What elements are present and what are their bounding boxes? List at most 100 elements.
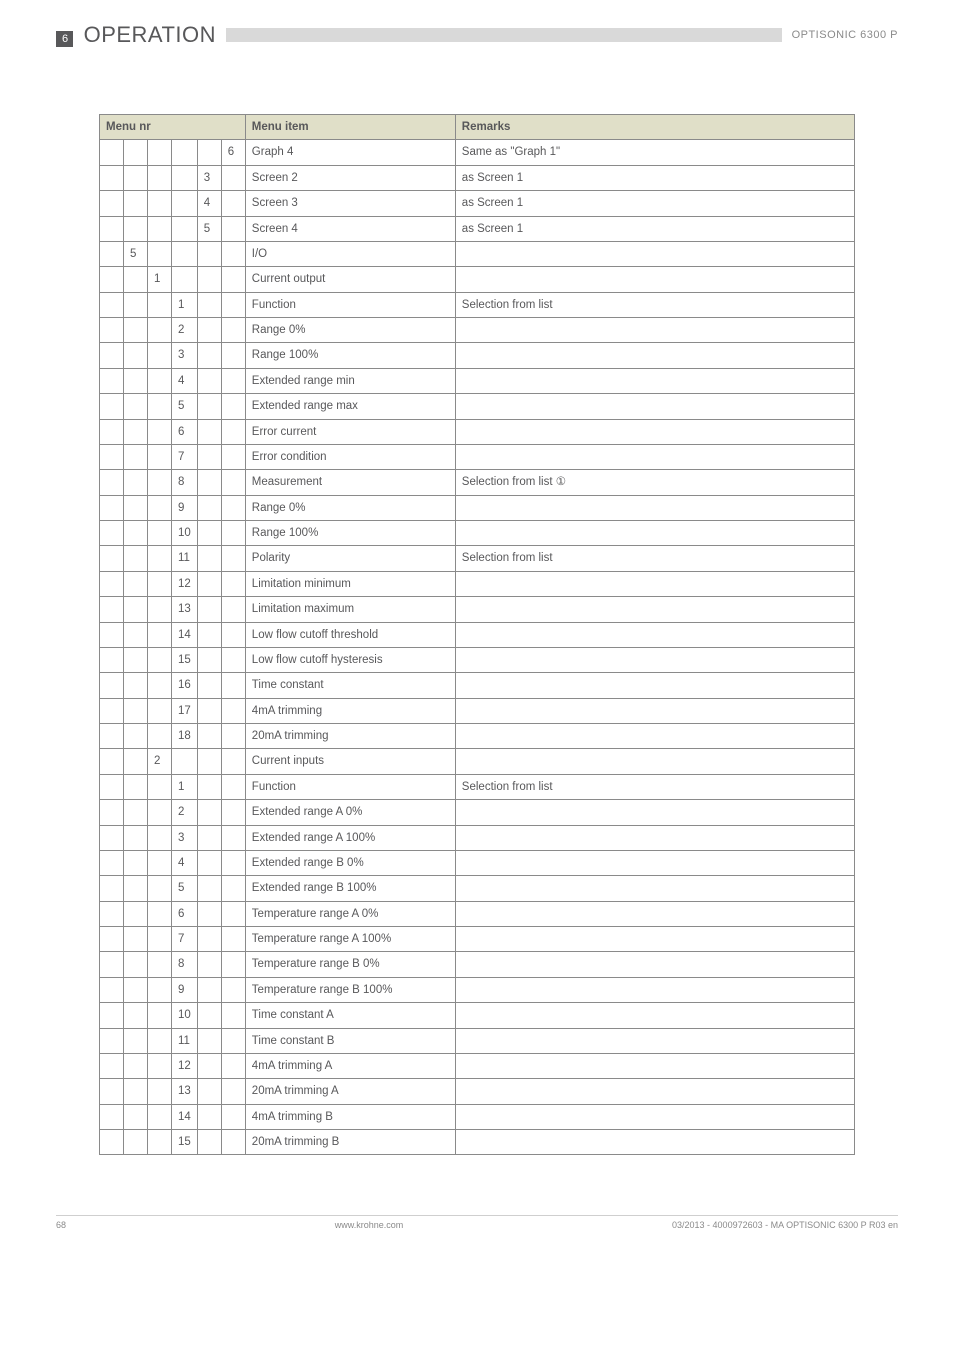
menu-nr-cell xyxy=(100,394,124,419)
menu-nr-cell xyxy=(148,470,172,495)
menu-nr-cell xyxy=(221,546,245,571)
table-row: 12Limitation minimum xyxy=(100,571,855,596)
remarks-cell xyxy=(455,1028,854,1053)
menu-nr-cell: 4 xyxy=(172,368,198,393)
menu-nr-cell xyxy=(197,292,221,317)
menu-nr-cell xyxy=(124,470,148,495)
col-menu-nr: Menu nr xyxy=(100,115,246,140)
menu-nr-cell: 1 xyxy=(172,292,198,317)
menu-item-cell: Current inputs xyxy=(245,749,455,774)
menu-nr-cell xyxy=(221,470,245,495)
menu-nr-cell xyxy=(124,850,148,875)
menu-nr-cell xyxy=(124,647,148,672)
menu-nr-cell xyxy=(221,724,245,749)
menu-nr-cell xyxy=(124,1053,148,1078)
menu-nr-cell: 7 xyxy=(172,927,198,952)
menu-nr-cell xyxy=(197,927,221,952)
menu-nr-cell xyxy=(221,216,245,241)
menu-nr-cell xyxy=(148,952,172,977)
table-row: 1FunctionSelection from list xyxy=(100,292,855,317)
menu-table: Menu nr Menu item Remarks 6Graph 4Same a… xyxy=(99,114,855,1155)
menu-nr-cell xyxy=(221,952,245,977)
menu-nr-cell xyxy=(100,1053,124,1078)
menu-nr-cell xyxy=(100,165,124,190)
menu-nr-cell xyxy=(100,901,124,926)
menu-nr-cell: 17 xyxy=(172,698,198,723)
menu-nr-cell xyxy=(148,774,172,799)
menu-nr-cell: 6 xyxy=(221,140,245,165)
menu-nr-cell xyxy=(100,470,124,495)
menu-nr-cell: 9 xyxy=(172,495,198,520)
menu-nr-cell xyxy=(124,1003,148,1028)
menu-nr-cell xyxy=(221,318,245,343)
remarks-cell: Selection from list xyxy=(455,546,854,571)
remarks-cell xyxy=(455,749,854,774)
menu-nr-cell xyxy=(221,343,245,368)
menu-nr-cell xyxy=(148,698,172,723)
menu-item-cell: Current output xyxy=(245,267,455,292)
table-row: 14Low flow cutoff threshold xyxy=(100,622,855,647)
menu-item-cell: Temperature range A 0% xyxy=(245,901,455,926)
menu-nr-cell xyxy=(148,571,172,596)
menu-nr-cell xyxy=(100,318,124,343)
menu-nr-cell: 5 xyxy=(197,216,221,241)
menu-nr-cell: 3 xyxy=(172,343,198,368)
menu-item-cell: Measurement xyxy=(245,470,455,495)
table-row: 2Current inputs xyxy=(100,749,855,774)
menu-nr-cell xyxy=(100,1130,124,1155)
menu-nr-cell xyxy=(100,521,124,546)
menu-nr-cell xyxy=(100,216,124,241)
table-row: 1Current output xyxy=(100,267,855,292)
table-row: 1820mA trimming xyxy=(100,724,855,749)
table-row: 174mA trimming xyxy=(100,698,855,723)
remarks-cell xyxy=(455,977,854,1002)
table-row: 1520mA trimming B xyxy=(100,1130,855,1155)
table-row: 144mA trimming B xyxy=(100,1104,855,1129)
menu-nr-cell xyxy=(221,191,245,216)
table-row: 2Range 0% xyxy=(100,318,855,343)
menu-nr-cell xyxy=(124,521,148,546)
menu-nr-cell xyxy=(100,1003,124,1028)
menu-nr-cell: 10 xyxy=(172,1003,198,1028)
menu-nr-cell xyxy=(197,368,221,393)
remarks-cell xyxy=(455,571,854,596)
menu-item-cell: Time constant xyxy=(245,673,455,698)
menu-nr-cell xyxy=(124,724,148,749)
menu-nr-cell: 11 xyxy=(172,1028,198,1053)
menu-nr-cell xyxy=(124,191,148,216)
menu-nr-cell xyxy=(221,749,245,774)
menu-nr-cell xyxy=(148,1028,172,1053)
menu-nr-cell xyxy=(221,267,245,292)
menu-nr-cell xyxy=(172,241,198,266)
menu-item-cell: Extended range A 100% xyxy=(245,825,455,850)
table-row: 3Range 100% xyxy=(100,343,855,368)
table-row: 8MeasurementSelection from list ① xyxy=(100,470,855,495)
menu-nr-cell xyxy=(197,343,221,368)
menu-nr-cell xyxy=(148,546,172,571)
menu-nr-cell xyxy=(148,419,172,444)
menu-nr-cell xyxy=(172,165,198,190)
menu-nr-cell xyxy=(124,1130,148,1155)
table-row: 13Limitation maximum xyxy=(100,597,855,622)
menu-nr-cell: 11 xyxy=(172,546,198,571)
menu-nr-cell xyxy=(221,622,245,647)
menu-nr-cell xyxy=(221,597,245,622)
menu-nr-cell xyxy=(124,876,148,901)
menu-item-cell: Extended range min xyxy=(245,368,455,393)
remarks-cell: as Screen 1 xyxy=(455,216,854,241)
menu-nr-cell xyxy=(124,597,148,622)
remarks-cell xyxy=(455,495,854,520)
menu-nr-cell: 4 xyxy=(197,191,221,216)
menu-nr-cell: 8 xyxy=(172,952,198,977)
remarks-cell xyxy=(455,698,854,723)
menu-nr-cell xyxy=(100,977,124,1002)
menu-nr-cell xyxy=(197,394,221,419)
menu-nr-cell xyxy=(221,419,245,444)
menu-nr-cell xyxy=(197,1104,221,1129)
menu-nr-cell xyxy=(148,1104,172,1129)
menu-nr-cell xyxy=(100,622,124,647)
menu-nr-cell xyxy=(221,292,245,317)
remarks-cell xyxy=(455,597,854,622)
menu-nr-cell: 5 xyxy=(172,876,198,901)
menu-item-cell: 20mA trimming A xyxy=(245,1079,455,1104)
